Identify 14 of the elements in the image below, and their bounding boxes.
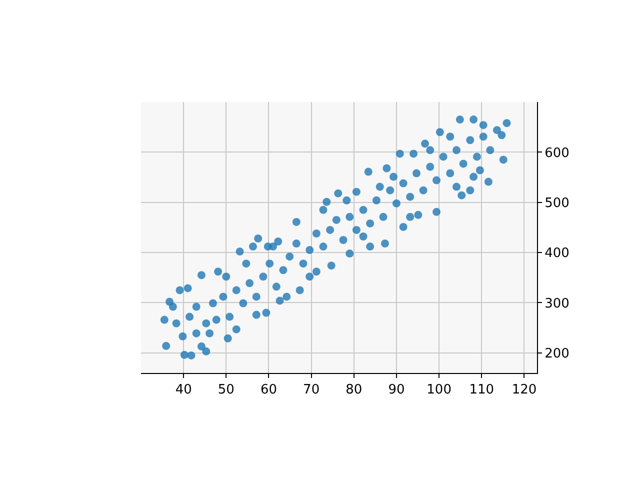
x-tick-label: 100 <box>426 382 452 398</box>
x-tick-label: 80 <box>346 382 362 398</box>
x-tick-label: 40 <box>175 382 192 398</box>
x-tick-label: 60 <box>260 382 278 398</box>
y-tick-label: 600 <box>544 146 570 161</box>
x-tick-label: 50 <box>218 382 234 398</box>
x-tick-label: 120 <box>512 382 537 398</box>
y-tick-label: 200 <box>544 346 570 362</box>
x-tick-label: 70 <box>303 382 320 398</box>
x-tick-label: 90 <box>388 382 405 398</box>
y-tick-label: 500 <box>544 196 570 211</box>
y-tick-label: 300 <box>544 296 570 312</box>
x-tick-label: 110 <box>469 382 494 398</box>
y-tick-label: 400 <box>544 246 570 262</box>
